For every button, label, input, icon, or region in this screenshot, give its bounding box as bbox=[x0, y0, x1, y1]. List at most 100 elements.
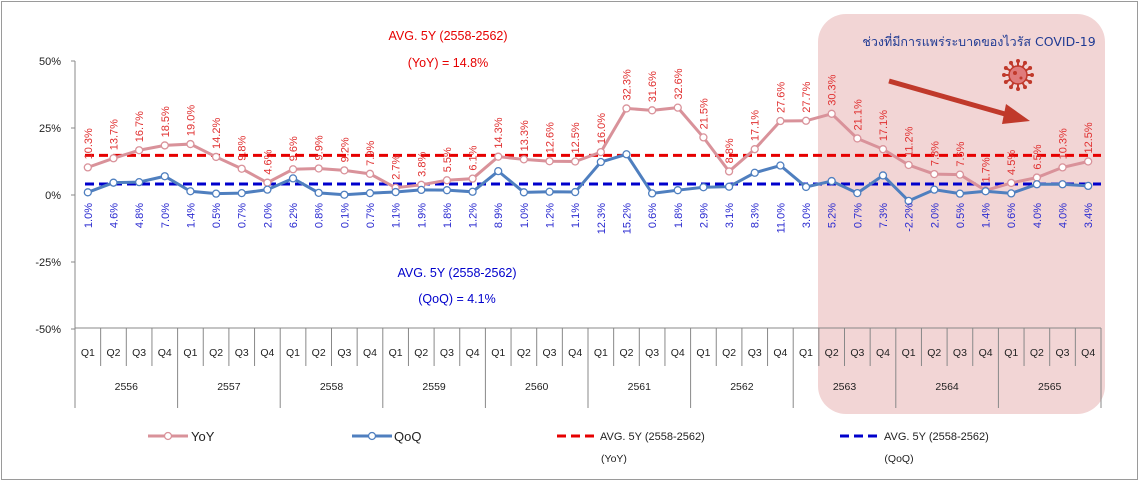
qoq-point bbox=[494, 166, 503, 176]
yoy-data-label: 11.2% bbox=[904, 126, 916, 157]
qoq-point bbox=[955, 189, 965, 198]
yoy-data-label: 7.9% bbox=[365, 141, 377, 166]
quarter-label: Q1 bbox=[81, 347, 95, 359]
trend-arrow bbox=[888, 78, 1013, 119]
quarter-label: Q3 bbox=[337, 347, 351, 359]
covid-period-label: ช่วงที่มีการแพร่ระบาดของไวรัส COVID-19 bbox=[862, 33, 1095, 49]
qoq-point bbox=[981, 187, 990, 196]
legend-yoy-marker bbox=[163, 431, 173, 441]
yoy-data-label: 9.8% bbox=[237, 135, 249, 160]
yoy-data-label: 8.8% bbox=[724, 138, 736, 163]
yoy-point bbox=[545, 157, 554, 166]
quarter-label: Q2 bbox=[619, 347, 633, 359]
qoq-data-label: 0.7% bbox=[852, 203, 864, 228]
legend-yoy-average-label: AVG. 5Y (2558-2562) bbox=[600, 431, 705, 443]
yoy-point bbox=[160, 141, 169, 150]
quarter-label: Q3 bbox=[645, 347, 659, 359]
qoq-data-label: 1.4% bbox=[185, 203, 197, 228]
yoy-point bbox=[340, 166, 349, 175]
qoq-data-label: 7.3% bbox=[878, 203, 890, 228]
yoy-point bbox=[1084, 157, 1093, 166]
quarter-label: Q3 bbox=[235, 347, 249, 359]
virus-dot bbox=[1019, 76, 1023, 80]
yoy-point bbox=[83, 163, 92, 172]
year-label: 2562 bbox=[730, 381, 754, 393]
yoy-point bbox=[930, 169, 939, 179]
yoy-data-label: 21.1% bbox=[852, 99, 864, 130]
quarter-label: Q4 bbox=[158, 347, 172, 359]
qoq-data-label: 4.0% bbox=[1058, 203, 1070, 228]
qoq-point bbox=[673, 186, 682, 195]
qoq-data-label: 5.2% bbox=[827, 203, 839, 228]
yoy-data-label: 9.6% bbox=[288, 136, 300, 161]
yoy-point bbox=[263, 178, 272, 187]
yoy-data-label: 14.3% bbox=[493, 117, 505, 148]
virus-spike-tip bbox=[1028, 80, 1033, 84]
qoq-data-label: 4.0% bbox=[1032, 203, 1044, 228]
qoq-point bbox=[904, 196, 913, 206]
quarter-label: Q1 bbox=[799, 347, 813, 359]
qoq-point bbox=[211, 189, 221, 198]
yoy-point bbox=[673, 103, 682, 112]
qoq-data-label: 1.0% bbox=[519, 203, 531, 228]
qoq-data-label: 8.9% bbox=[493, 203, 505, 228]
yoy-point bbox=[827, 109, 836, 118]
qoq-data-label: 0.8% bbox=[314, 203, 326, 228]
quarter-label: Q4 bbox=[363, 347, 377, 359]
qoq-point bbox=[263, 185, 272, 194]
yoy-point bbox=[750, 145, 759, 154]
year-label: 2561 bbox=[628, 381, 652, 393]
qoq-point bbox=[468, 187, 477, 196]
quarter-label: Q2 bbox=[517, 347, 531, 359]
year-label: 2560 bbox=[525, 381, 549, 393]
virus-icon bbox=[1002, 59, 1034, 91]
qoq-data-label: 7.0% bbox=[160, 203, 172, 228]
qoq-data-label: 1.0% bbox=[83, 203, 95, 228]
quarter-label: Q4 bbox=[876, 347, 890, 359]
yoy-average-title: AVG. 5Y (2558-2562) bbox=[388, 29, 507, 43]
qoq-point bbox=[288, 174, 298, 183]
yoy-point bbox=[596, 147, 605, 157]
qoq-point bbox=[109, 178, 118, 187]
qoq-point bbox=[186, 187, 195, 196]
qoq-point bbox=[930, 185, 939, 194]
quarter-label: Q1 bbox=[183, 347, 197, 359]
yoy-data-label: 18.5% bbox=[160, 106, 172, 137]
yoy-data-label: 14.2% bbox=[211, 118, 223, 149]
legend-qoq-average-sub: (QoQ) bbox=[884, 453, 913, 465]
data-series bbox=[83, 103, 1093, 206]
qoq-point bbox=[878, 171, 888, 180]
yoy-point bbox=[186, 139, 195, 149]
qoq-data-label: 0.5% bbox=[211, 203, 223, 228]
yoy-data-label: 16.7% bbox=[134, 111, 146, 142]
quarter-label: Q4 bbox=[773, 347, 787, 359]
yoy-data-label: 27.7% bbox=[801, 81, 813, 112]
quarter-label: Q3 bbox=[850, 347, 864, 359]
qoq-data-label: 1.8% bbox=[442, 203, 454, 228]
qoq-data-label: 2.9% bbox=[698, 203, 710, 228]
qoq-data-label: 1.4% bbox=[981, 203, 993, 228]
yoy-point bbox=[801, 116, 811, 125]
y-tick-label: 50% bbox=[39, 56, 61, 68]
quarter-label: Q1 bbox=[1004, 347, 1018, 359]
year-label: 2564 bbox=[935, 381, 959, 393]
covid-period-highlight bbox=[818, 14, 1105, 414]
virus-spike-tip bbox=[1028, 66, 1033, 70]
yoy-point bbox=[1032, 173, 1042, 182]
yoy-data-label: 10.3% bbox=[1058, 128, 1070, 159]
qoq-data-label: 0.6% bbox=[1006, 203, 1018, 228]
qoq-point bbox=[827, 176, 836, 186]
yoy-point bbox=[776, 116, 785, 126]
yoy-point bbox=[237, 164, 246, 173]
yoy-data-label: 17.1% bbox=[750, 110, 762, 141]
y-tick-label: 0% bbox=[45, 190, 61, 202]
qoq-data-label: 11.0% bbox=[775, 203, 787, 234]
yoy-data-label: 9.9% bbox=[314, 135, 326, 160]
qoq-data-label: 1.9% bbox=[416, 203, 428, 228]
qoq-average-title: AVG. 5Y (2558-2562) bbox=[397, 266, 516, 280]
quarter-label: Q4 bbox=[260, 347, 274, 359]
qoq-point bbox=[596, 157, 605, 167]
yoy-point bbox=[622, 104, 631, 113]
yoy-data-label: 13.3% bbox=[519, 120, 531, 151]
yoy-data-label: 19.0% bbox=[185, 105, 197, 136]
